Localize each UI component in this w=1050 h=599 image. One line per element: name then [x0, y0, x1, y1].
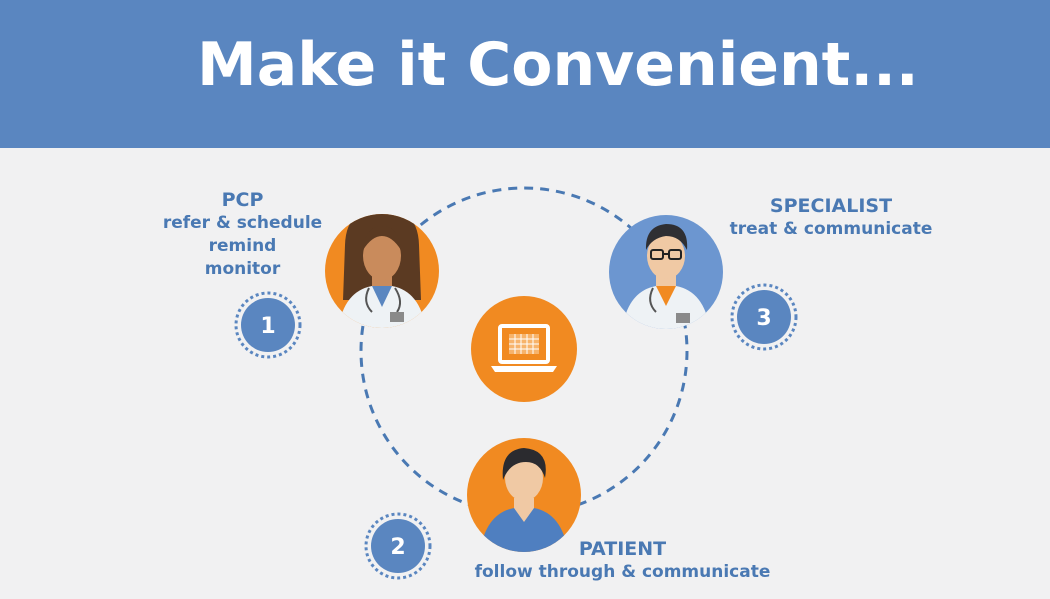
specialist-line-1: treat & communicate [729, 219, 933, 239]
patient-title: PATIENT [578, 538, 667, 560]
specialist-label: SPECIALIST treat & communicate [716, 194, 946, 241]
dashed-cycle-ring [359, 186, 689, 516]
step-number-3: 3 [756, 306, 771, 331]
pcp-line-3: monitor [204, 259, 281, 279]
header-banner: Make it Convenient... [0, 0, 1050, 148]
step-badge-3: 3 [730, 283, 798, 351]
specialist-title: SPECIALIST [769, 195, 893, 217]
female-doctor-icon [325, 214, 439, 328]
pcp-line-1: refer & schedule [162, 213, 323, 233]
step-badge-2: 2 [364, 512, 432, 580]
step-badge-1: 1 [234, 291, 302, 359]
page-title: Make it Convenient... [197, 30, 919, 100]
step-number-1: 1 [260, 314, 275, 339]
pcp-title: PCP [221, 189, 264, 211]
patient-line-1: follow through & communicate [474, 562, 771, 582]
patient-label: PATIENT follow through & communicate [455, 537, 790, 584]
pcp-line-2: remind [208, 236, 277, 256]
laptop-calendar-icon [471, 296, 577, 402]
patient-icon [467, 438, 581, 552]
step-number-2: 2 [390, 535, 405, 560]
male-doctor-icon [609, 215, 723, 329]
pcp-label: PCP refer & schedule remind monitor [150, 188, 335, 281]
